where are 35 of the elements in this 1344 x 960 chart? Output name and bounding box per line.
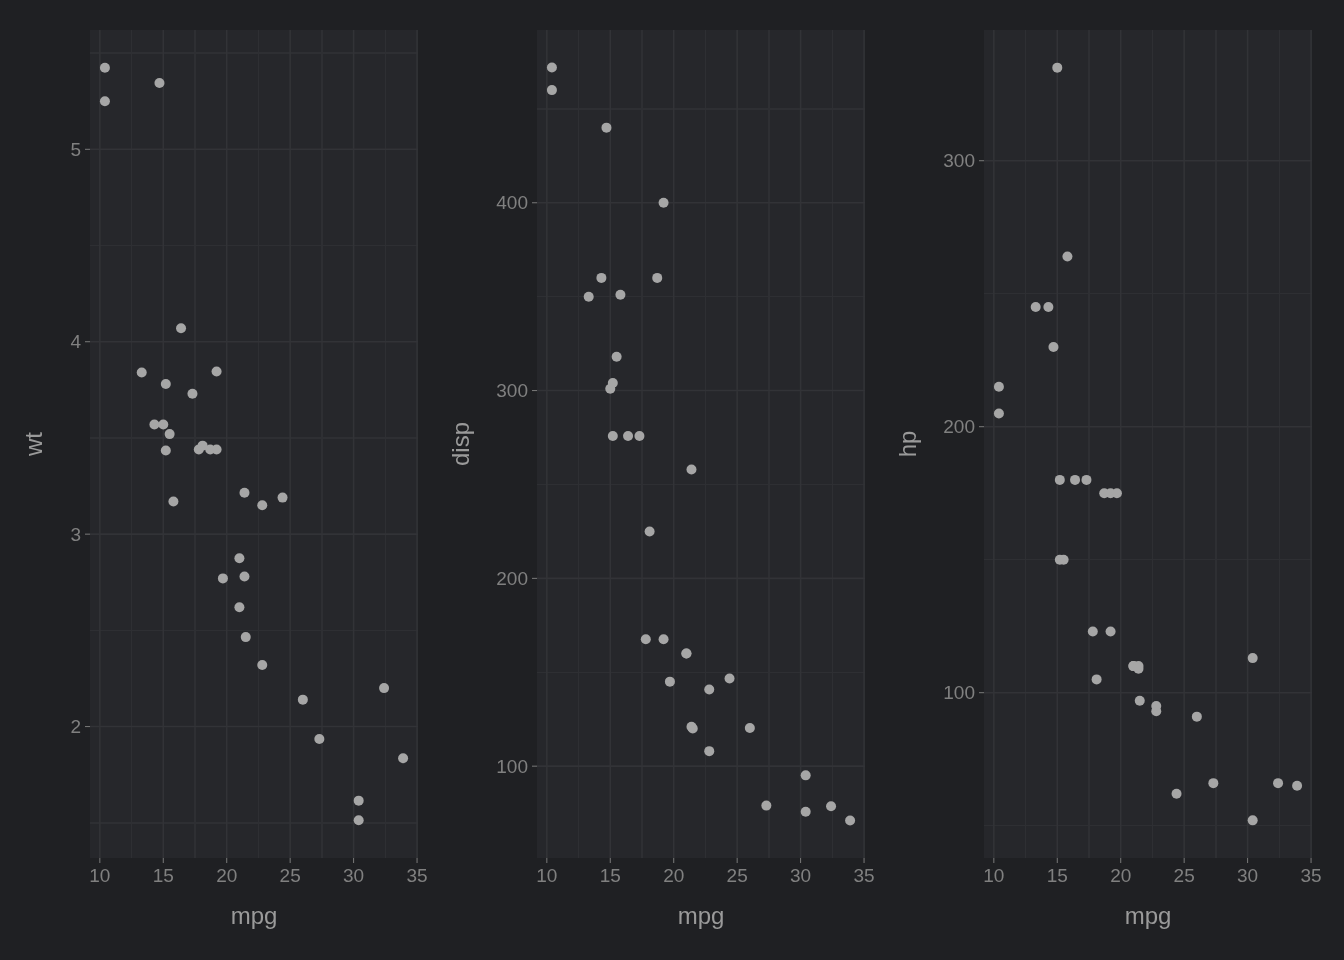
y-tick-label: 300: [496, 380, 528, 402]
x-axis-title: mpg: [230, 902, 278, 929]
y-axis-title: wt: [20, 431, 47, 457]
y-tick-label: 200: [496, 568, 528, 590]
x-tick-label: 35: [1300, 865, 1322, 886]
x-axis-title: mpg: [1124, 902, 1172, 929]
x-tick-label: 25: [726, 865, 748, 886]
y-axis-title: disp: [447, 421, 474, 467]
x-tick-label: 15: [152, 865, 174, 886]
x-tick-label: 25: [1173, 865, 1195, 886]
x-tick-label: 30: [343, 865, 365, 886]
x-tick-label: 30: [1237, 865, 1259, 886]
y-tick-label: 100: [943, 682, 975, 704]
x-tick-label: 25: [279, 865, 301, 886]
x-tick-label: 30: [790, 865, 812, 886]
x-tick-label: 10: [536, 865, 558, 886]
x-axis-title: mpg: [677, 902, 725, 929]
x-tick-label: 15: [1046, 865, 1068, 886]
y-axis-title: hp: [894, 430, 921, 458]
x-tick-label: 20: [663, 865, 685, 886]
y-tick-label: 5: [70, 138, 81, 160]
y-tick-label: 3: [70, 523, 81, 545]
y-tick-label: 200: [943, 416, 975, 438]
y-tick-label: 100: [496, 755, 528, 777]
x-tick-label: 10: [89, 865, 111, 886]
y-tick-label: 2: [70, 716, 81, 738]
y-tick-label: 4: [70, 331, 82, 353]
x-tick-label: 20: [216, 865, 238, 886]
x-tick-label: 35: [853, 865, 875, 886]
y-tick-label: 400: [496, 192, 528, 214]
x-tick-label: 10: [983, 865, 1005, 886]
y-tick-label: 300: [943, 150, 975, 172]
x-tick-label: 35: [406, 865, 428, 886]
x-tick-label: 20: [1110, 865, 1132, 886]
x-tick-label: 15: [599, 865, 621, 886]
